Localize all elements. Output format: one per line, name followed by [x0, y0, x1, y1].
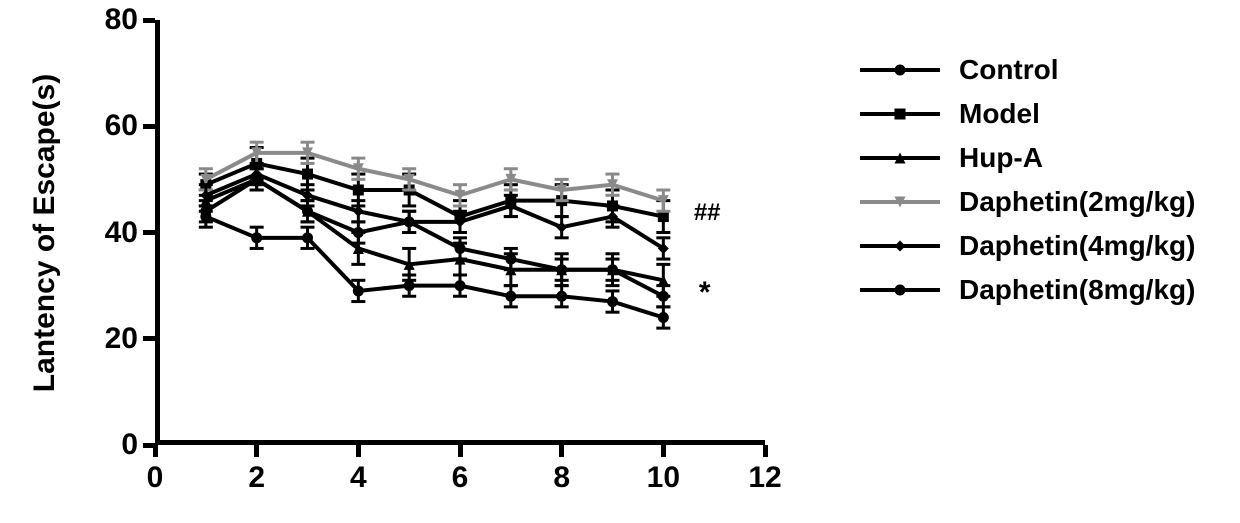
legend-item: Hup-A	[855, 136, 1195, 180]
series-marker	[455, 243, 466, 254]
series-marker	[607, 296, 618, 307]
annotation: *	[699, 276, 711, 310]
series-marker	[455, 280, 466, 291]
legend-label: Control	[959, 54, 1059, 86]
legend-label: Model	[959, 98, 1040, 130]
legend-item: Model	[855, 92, 1195, 136]
series-marker	[200, 206, 211, 217]
series-marker	[658, 291, 669, 302]
legend-swatch	[855, 55, 945, 85]
legend: Control Model Hup-A Daphetin(2mg/kg) Dapheti…	[855, 48, 1195, 312]
series-marker	[505, 291, 516, 302]
series-line	[206, 217, 664, 318]
series-marker	[353, 227, 364, 238]
legend-item: Daphetin(8mg/kg)	[855, 268, 1195, 312]
series-marker	[556, 291, 567, 302]
series-marker	[353, 285, 364, 296]
legend-item: Daphetin(4mg/kg)	[855, 224, 1195, 268]
series-marker	[505, 254, 516, 265]
legend-label: Daphetin(2mg/kg)	[959, 186, 1195, 218]
series-marker	[302, 206, 313, 217]
legend-swatch	[855, 231, 945, 261]
series-line	[206, 153, 664, 201]
series-marker	[353, 185, 364, 196]
legend-item: Control	[855, 48, 1195, 92]
legend-label: Hup-A	[959, 142, 1043, 174]
series-marker	[251, 232, 262, 243]
annotation: ##	[694, 199, 721, 227]
series-line	[206, 179, 664, 280]
legend-label: Daphetin(8mg/kg)	[959, 274, 1195, 306]
legend-item: Daphetin(2mg/kg)	[855, 180, 1195, 224]
legend-swatch	[855, 99, 945, 129]
legend-swatch	[855, 275, 945, 305]
series-marker	[658, 312, 669, 323]
series-marker	[251, 174, 262, 185]
legend-label: Daphetin(4mg/kg)	[959, 230, 1195, 262]
series-marker	[404, 216, 415, 227]
series-marker	[302, 232, 313, 243]
series-marker	[556, 264, 567, 275]
series-marker	[302, 169, 313, 180]
legend-swatch	[855, 187, 945, 217]
legend-swatch	[855, 143, 945, 173]
series-marker	[607, 264, 618, 275]
series-marker	[556, 222, 567, 233]
